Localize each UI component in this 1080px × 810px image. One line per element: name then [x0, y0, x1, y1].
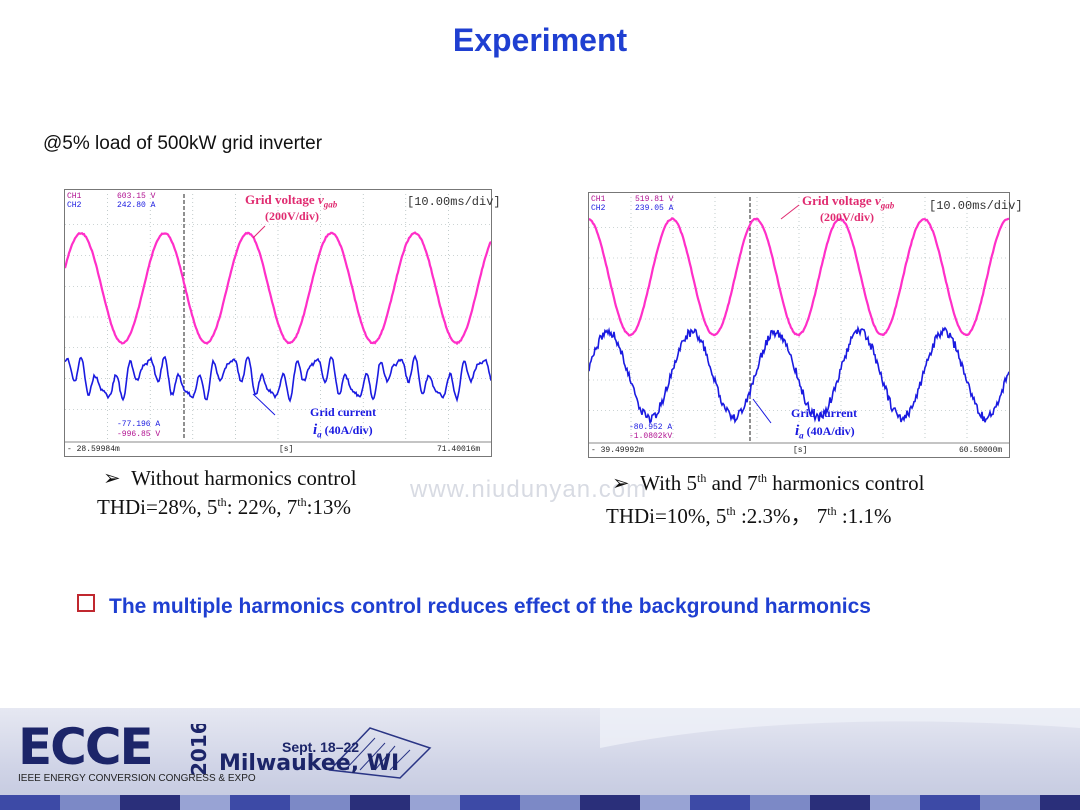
oscilloscope-right: CH1 CH2 519.81 V 239.05 A Grid voltage v…	[588, 192, 1010, 458]
caption-left-line2: THDi=28%, 5th: 22%, 7th:13%	[97, 495, 351, 520]
year-text: 2016	[187, 724, 211, 776]
cursor-value-1: -77.196 A	[117, 420, 160, 429]
scope-right-arrow-voltage	[781, 205, 799, 219]
ch2-value: 242.80 A	[117, 201, 155, 210]
axis-left-time: - 39.49992m	[591, 446, 644, 455]
scope-right-arrow-current	[753, 399, 771, 423]
axis-left-time: - 28.59984m	[67, 445, 120, 454]
current-scale: ia (40A/div)	[313, 422, 373, 439]
ecce-logo: ECCE	[18, 722, 152, 772]
timebase: [10.00ms/div]	[407, 195, 501, 209]
ch1-value: 603.15 V	[117, 192, 155, 201]
axis-right-time: 71.40016m	[437, 445, 480, 454]
scope-left-arrow-current	[253, 394, 275, 415]
axis-unit: [s]	[793, 446, 807, 455]
ch2-label: CH2	[67, 201, 81, 210]
slide-subtitle: @5% load of 500kW grid inverter	[43, 133, 322, 155]
scope-left-traces	[65, 190, 491, 456]
conclusion-bullet: The multiple harmonics control reduces e…	[77, 594, 871, 619]
cursor-value-1: -80.952 A	[629, 423, 672, 432]
voltage-scale: (200V/div)	[265, 209, 319, 224]
ch2-label: CH2	[591, 204, 605, 213]
ch1-label: CH1	[67, 192, 81, 201]
voltage-label: Grid voltage vgab	[802, 193, 894, 211]
scope-left-arrow-voltage	[253, 226, 265, 238]
square-bullet-icon	[77, 594, 95, 612]
cursor-value-2: -1.0802kV	[629, 432, 672, 441]
ch1-value: 519.81 V	[635, 195, 673, 204]
footer-stripe	[0, 795, 1080, 810]
scope-left-grid	[65, 194, 491, 440]
ch2-value: 239.05 A	[635, 204, 673, 213]
voltage-label: Grid voltage vgab	[245, 192, 337, 210]
scope-right-grid	[589, 197, 1009, 441]
timebase: [10.00ms/div]	[929, 199, 1023, 213]
voltage-scale: (200V/div)	[820, 210, 874, 225]
axis-unit: [s]	[279, 445, 293, 454]
conference-city: Milwaukee, WI	[219, 751, 399, 776]
year-badge: 2016	[185, 724, 213, 778]
ch1-label: CH1	[591, 195, 605, 204]
caption-right-line2: THDi=10%, 5th :2.3%， 7th :1.1%	[606, 500, 891, 530]
caption-right-line1: ➢ With 5th and 7th harmonics control	[612, 471, 925, 496]
current-label: Grid current	[310, 405, 376, 420]
oscilloscope-left: CH1 CH2 603.15 V 242.80 A Grid voltage v…	[64, 189, 492, 457]
conclusion-text: The multiple harmonics control reduces e…	[109, 595, 871, 618]
caption-left-line1: ➢ Without harmonics control	[103, 466, 357, 491]
slide-title: Experiment	[0, 22, 1080, 59]
current-scale: ia (40A/div)	[795, 423, 855, 440]
cursor-value-2: -996.85 V	[117, 430, 160, 439]
axis-right-time: 60.50000m	[959, 446, 1002, 455]
current-label: Grid current	[791, 406, 857, 421]
